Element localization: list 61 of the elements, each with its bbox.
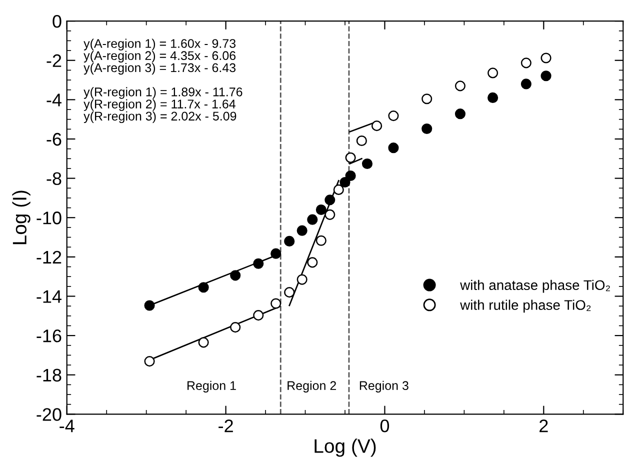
y-tick-label: -10 — [36, 212, 62, 224]
point — [324, 194, 336, 206]
point — [362, 158, 373, 170]
point — [270, 248, 282, 259]
annotation: y(A-region 1) = 1.60x - 9.73 y(A-region 2) = 4.35x - 6.06 y(A-region 3) = 1.73x - 6.43 y(R-region 1) = 1.89x - 11.76 y(R-region 2) = 11.7x - 1.64 y(R-region 3) = 2.02x - 5.09 — [84, 38, 242, 124]
point — [356, 135, 367, 146]
point — [144, 356, 155, 367]
point — [284, 287, 295, 298]
annotation: Region 3 — [360, 380, 408, 392]
point — [540, 70, 552, 82]
legend-label: with anatase phase TiO₂ — [460, 280, 610, 293]
y-tick-label: -16 — [36, 329, 62, 342]
point — [230, 322, 241, 333]
y-tick-label: 0 — [52, 14, 62, 28]
point — [333, 184, 344, 195]
legend-label: with rutile phase TiO₂ — [460, 300, 591, 313]
point — [454, 80, 466, 92]
point — [307, 257, 318, 268]
point — [488, 68, 498, 78]
point — [230, 270, 241, 281]
point — [388, 110, 399, 122]
x-tick-label: 2 — [540, 420, 548, 432]
point — [345, 152, 356, 163]
annotation: Region 2 — [288, 380, 336, 392]
point — [253, 310, 264, 321]
point — [198, 282, 209, 293]
annotation: Region 1 — [187, 380, 236, 392]
y-tick-label: -12 — [36, 250, 62, 264]
point — [520, 58, 532, 68]
point — [422, 123, 432, 134]
y-tick-label: -8 — [46, 172, 62, 186]
x-axis-title: Log (V) — [314, 438, 376, 457]
point — [454, 108, 466, 120]
point — [296, 225, 308, 236]
y-tick-label: -2 — [46, 54, 62, 67]
point — [345, 170, 356, 182]
y-tick-label: -4 — [46, 94, 62, 106]
point — [324, 209, 336, 220]
y-tick-label: -14 — [36, 290, 62, 303]
x-tick-label: -2 — [218, 420, 233, 432]
point — [198, 337, 209, 348]
point — [422, 94, 432, 104]
point — [316, 204, 326, 216]
point — [253, 258, 264, 269]
point — [144, 300, 155, 311]
y-axis-title: Log (I) — [12, 190, 30, 244]
point — [270, 298, 282, 309]
y-tick-label: -18 — [36, 368, 62, 382]
y-tick-label: -6 — [46, 132, 62, 146]
point — [488, 92, 498, 103]
point — [284, 236, 295, 246]
point — [388, 142, 399, 154]
point — [372, 120, 382, 132]
point — [540, 52, 552, 64]
x-tick-label: 0 — [380, 420, 390, 432]
point — [296, 274, 308, 285]
y-tick-label: -20 — [36, 408, 62, 421]
point — [307, 214, 318, 225]
point — [316, 235, 326, 246]
x-tick-label: -4 — [60, 420, 74, 432]
point — [520, 78, 532, 90]
